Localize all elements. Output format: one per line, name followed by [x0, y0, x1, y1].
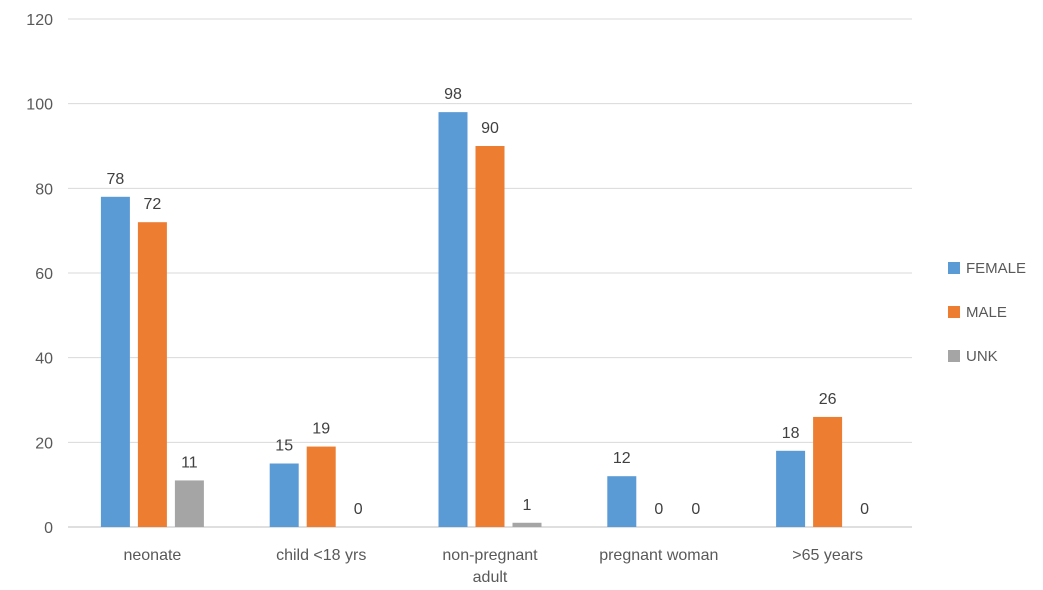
data-label-male-65-years: 26	[819, 391, 837, 408]
bar-unk-non-pregnant-adult	[512, 522, 542, 527]
data-labels: 78 72 11 15 19 0 98 90 1 12 0 0 18 26 0	[107, 86, 870, 518]
legend-label-unk: UNK	[966, 347, 998, 365]
data-label-female-child-18-yrs: 15	[275, 438, 293, 455]
x-category-label-pregnant-woman: pregnant woman	[599, 547, 718, 564]
data-label-female-pregnant-woman: 12	[613, 450, 631, 467]
data-label-female-non-pregnant-adult: 98	[444, 86, 462, 103]
data-label-unk-child-18-yrs: 0	[354, 501, 363, 518]
data-label-male-pregnant-woman: 0	[654, 501, 663, 518]
data-label-female-65-years: 18	[782, 425, 800, 442]
data-label-unk-pregnant-woman: 0	[691, 501, 700, 518]
legend-label-male: MALE	[966, 303, 1007, 321]
bar-female-child-18-yrs	[269, 463, 299, 527]
data-label-female-neonate: 78	[107, 171, 125, 188]
bar-male-neonate	[137, 222, 167, 527]
x-category-label-non-pregnant-adult: non-pregnant adult	[442, 547, 538, 586]
legend-item-male: MALE	[948, 290, 1026, 334]
legend-swatch-male	[948, 306, 960, 318]
data-label-male-child-18-yrs: 19	[312, 421, 330, 438]
bars	[100, 112, 843, 528]
bar-female-non-pregnant-adult	[438, 112, 468, 527]
data-label-male-non-pregnant-adult: 90	[481, 120, 499, 137]
y-tick-label-0: 0	[44, 520, 53, 537]
bar-male-65-years	[813, 416, 843, 527]
bar-female-65-years	[776, 450, 806, 527]
x-category-label-65-years: >65 years	[792, 547, 863, 564]
y-tick-label-120: 120	[26, 12, 53, 29]
x-category-label-neonate: neonate	[123, 547, 181, 564]
bar-female-pregnant-woman	[607, 476, 637, 527]
y-tick-label-40: 40	[35, 351, 53, 368]
y-tick-label-60: 60	[35, 266, 53, 283]
data-label-unk-65-years: 0	[860, 501, 869, 518]
y-tick-label-100: 100	[26, 97, 53, 114]
data-label-male-neonate: 72	[144, 196, 162, 213]
y-tick-label-20: 20	[35, 435, 53, 452]
legend-item-female: FEMALE	[948, 246, 1026, 290]
x-category-label-child-18-yrs: child <18 yrs	[276, 547, 366, 564]
data-label-unk-neonate: 11	[181, 454, 198, 471]
bar-female-neonate	[100, 196, 130, 528]
y-tick-label-80: 80	[35, 181, 53, 198]
data-label-unk-non-pregnant-adult: 1	[523, 497, 532, 514]
y-axis-ticks: 0 20 40 60 80 100 120	[26, 12, 53, 537]
bar-unk-neonate	[174, 480, 204, 527]
legend-item-unk: UNK	[948, 334, 1026, 378]
x-axis-categories: neonate child <18 yrs non-pregnant adult pre…	[123, 547, 862, 586]
bar-male-non-pregnant-adult	[475, 146, 505, 527]
legend-swatch-female	[948, 262, 960, 274]
legend-swatch-unk	[948, 350, 960, 362]
bar-male-child-18-yrs	[306, 446, 336, 527]
legend: FEMALE MALE UNK	[948, 246, 1026, 378]
legend-label-female: FEMALE	[966, 259, 1027, 277]
